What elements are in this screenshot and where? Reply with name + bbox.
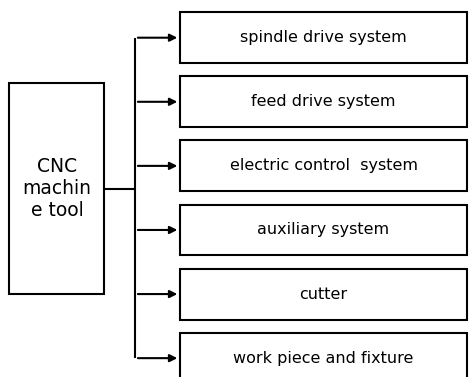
Bar <box>180 204 467 256</box>
Text: auxiliary system: auxiliary system <box>257 222 390 238</box>
Text: work piece and fixture: work piece and fixture <box>233 351 414 366</box>
Text: CNC
machin
e tool: CNC machin e tool <box>22 157 91 220</box>
Bar <box>180 77 467 127</box>
Bar <box>180 268 467 320</box>
Bar <box>9 83 104 294</box>
Text: electric control  system: electric control system <box>229 158 418 173</box>
Bar <box>180 140 467 192</box>
Bar <box>180 12 467 63</box>
Bar <box>180 333 467 377</box>
Text: spindle drive system: spindle drive system <box>240 30 407 45</box>
Text: feed drive system: feed drive system <box>251 94 396 109</box>
Text: cutter: cutter <box>300 287 347 302</box>
